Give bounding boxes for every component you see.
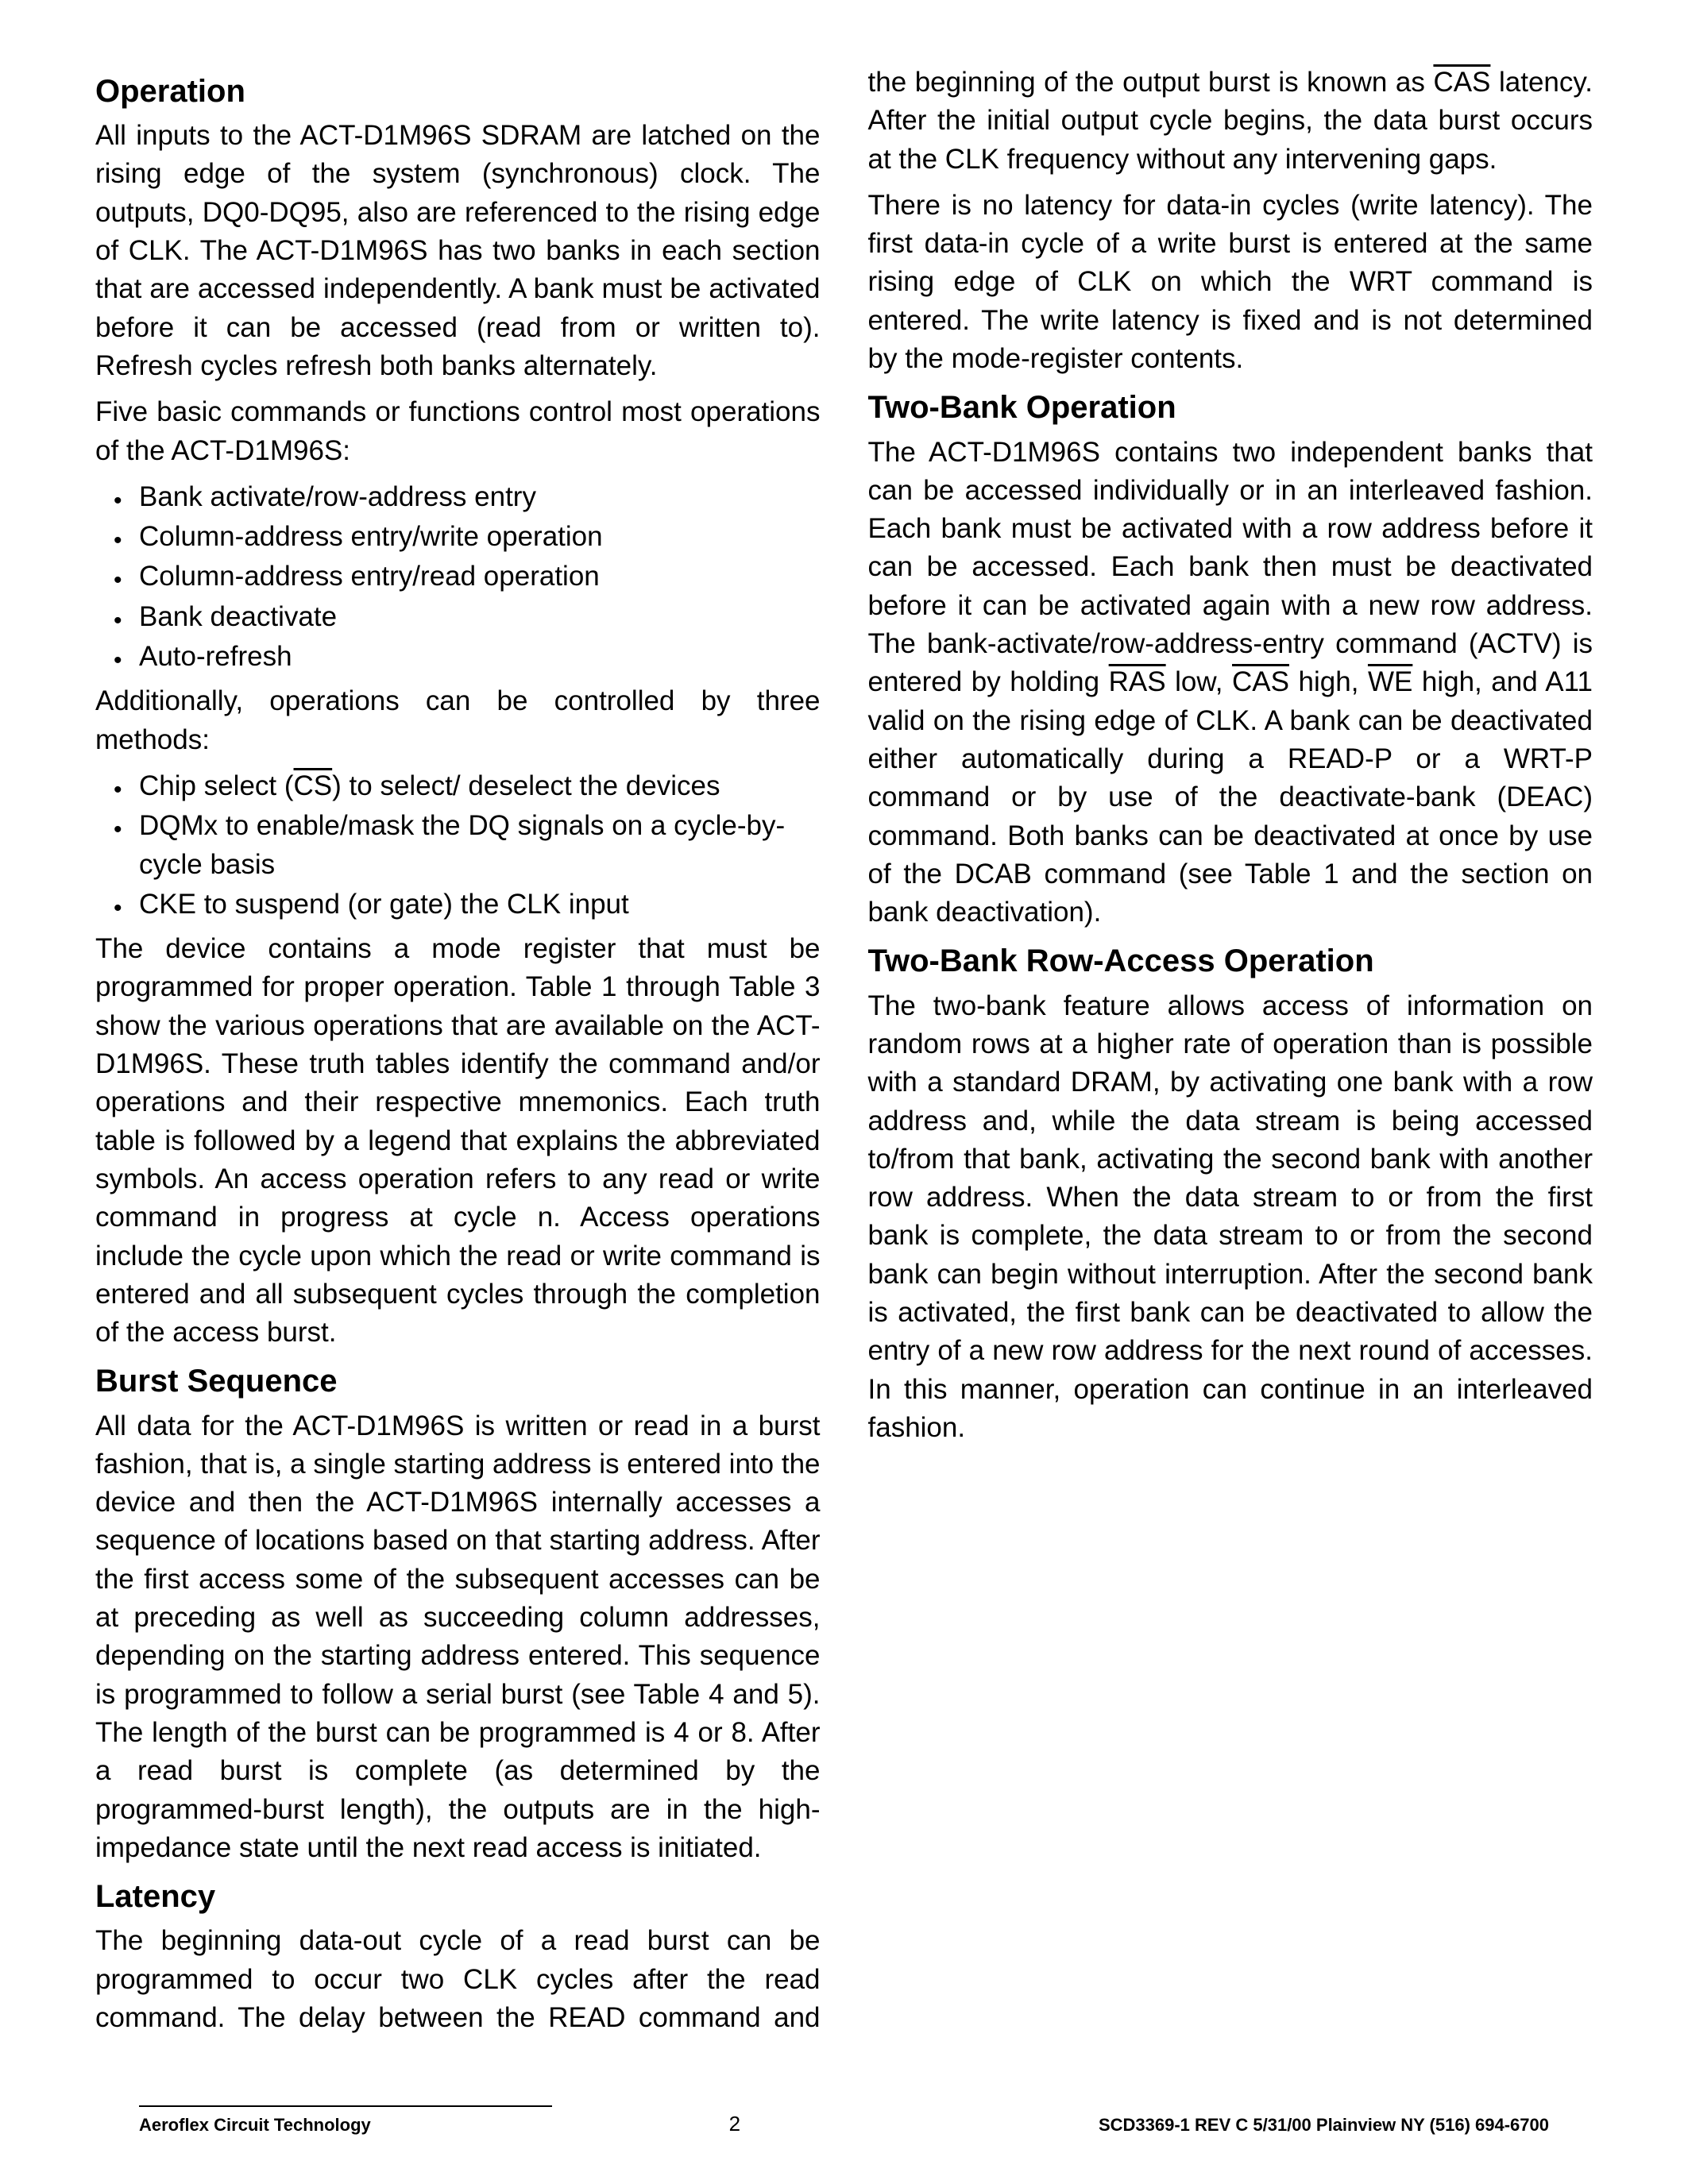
list-item: Bank deactivate bbox=[139, 598, 821, 636]
operation-p3: Additionally, operations can be controll… bbox=[95, 682, 821, 759]
twobank-p1: The ACT-D1M96S contains two independent … bbox=[868, 434, 1593, 932]
footer-page-number: 2 bbox=[729, 2112, 740, 2136]
signal-ras: RAS bbox=[1109, 666, 1166, 697]
heading-operation: Operation bbox=[95, 70, 821, 114]
list-item: Chip select (CS) to select/ deselect the… bbox=[139, 767, 821, 805]
signal-we: WE bbox=[1368, 666, 1412, 697]
text: The ACT-D1M96S contains two independent … bbox=[868, 437, 1593, 698]
operation-list2: Chip select (CS) to select/ deselect the… bbox=[95, 767, 821, 924]
list-item: CKE to suspend (or gate) the CLK input bbox=[139, 886, 821, 924]
footer-right: SCD3369-1 REV C 5/31/00 Plainview NY (51… bbox=[1099, 2115, 1549, 2136]
operation-p4: The device contains a mode register that… bbox=[95, 930, 821, 1352]
burst-p1: All data for the ACT-D1M96S is written o… bbox=[95, 1407, 821, 1868]
footer-left: Aeroflex Circuit Technology bbox=[139, 2115, 371, 2136]
list-item: Column-address entry/write operation bbox=[139, 518, 821, 556]
signal-cas: CAS bbox=[1232, 666, 1289, 697]
list-item: DQMx to enable/mask the DQ signals on a … bbox=[139, 807, 821, 884]
operation-p2: Five basic commands or functions control… bbox=[95, 393, 821, 470]
page-footer: Aeroflex Circuit Technology 2 SCD3369-1 … bbox=[95, 2105, 1593, 2136]
operation-p1: All inputs to the ACT-D1M96S SDRAM are l… bbox=[95, 117, 821, 385]
latency-p2: There is no latency for data-in cycles (… bbox=[868, 187, 1593, 378]
signal-cas: CAS bbox=[1433, 67, 1490, 98]
signal-cs: CS bbox=[294, 770, 333, 801]
list-item: Auto-refresh bbox=[139, 638, 821, 676]
list-item: Bank activate/row-address entry bbox=[139, 478, 821, 516]
tworow-p1: The two-bank feature allows access of in… bbox=[868, 987, 1593, 1448]
heading-latency: Latency bbox=[95, 1875, 821, 1919]
list-item: Column-address entry/read operation bbox=[139, 558, 821, 596]
heading-twobank: Two-Bank Operation bbox=[868, 386, 1593, 430]
text: high, and A11 valid on the rising edge o… bbox=[868, 666, 1593, 928]
text: Chip select ( bbox=[139, 770, 294, 801]
operation-list1: Bank activate/row-address entry Column-a… bbox=[95, 478, 821, 676]
heading-tworow: Two-Bank Row-Access Operation bbox=[868, 940, 1593, 983]
footer-row: Aeroflex Circuit Technology 2 SCD3369-1 … bbox=[95, 2112, 1593, 2136]
text: low, bbox=[1166, 666, 1232, 697]
text: high, bbox=[1289, 666, 1368, 697]
heading-burst: Burst Sequence bbox=[95, 1360, 821, 1403]
footer-rule bbox=[139, 2105, 552, 2107]
text: ) to select/ deselect the devices bbox=[332, 770, 720, 801]
page-body: Operation All inputs to the ACT-D1M96S S… bbox=[95, 64, 1593, 2049]
